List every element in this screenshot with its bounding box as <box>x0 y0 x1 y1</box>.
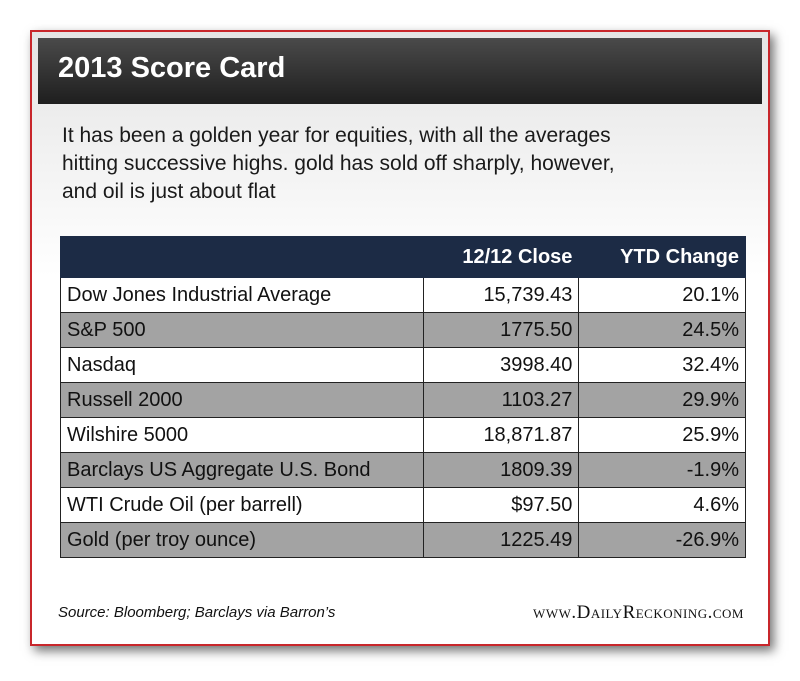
table-row: S&P 500 1775.50 24.5% <box>60 312 746 348</box>
table-row: Russell 2000 1103.27 29.9% <box>60 382 746 418</box>
cell: 32.4% <box>578 347 746 383</box>
row-label: Barclays US Aggregate U.S. Bond <box>60 452 424 488</box>
cell: 1225.49 <box>422 522 580 558</box>
cell: 1775.50 <box>422 312 580 348</box>
cell: 15,739.43 <box>422 277 580 313</box>
cell: 1103.27 <box>422 382 580 418</box>
table-row: Dow Jones Industrial Average 15,739.43 20.… <box>60 277 746 313</box>
header-row: 12/12 Close YTD Change <box>60 236 746 278</box>
row-label: Nasdaq <box>60 347 424 383</box>
table-row: Barclays US Aggregate U.S. Bond 1809.39 -1… <box>60 452 746 488</box>
score-table: 12/12 Close YTD Change Dow Jones Industri… <box>60 236 746 558</box>
cell: 3998.40 <box>422 347 580 383</box>
cell: -1.9% <box>578 452 746 488</box>
cell: 4.6% <box>578 487 746 523</box>
table-row: Gold (per troy ounce) 1225.49 -26.9% <box>60 522 746 558</box>
intro-text: It has been a golden year for equities, … <box>62 124 615 203</box>
cell: 25.9% <box>578 417 746 453</box>
cell: 18,871.87 <box>422 417 580 453</box>
cell: 20.1% <box>578 277 746 313</box>
row-label: WTI Crude Oil (per barrell) <box>60 487 424 523</box>
table-row: Wilshire 5000 18,871.87 25.9% <box>60 417 746 453</box>
cell: 29.9% <box>578 382 746 418</box>
cell: $97.50 <box>422 487 580 523</box>
row-label: Russell 2000 <box>60 382 424 418</box>
column-header: YTD Change <box>578 236 746 278</box>
column-header: 12/12 Close <box>422 236 580 278</box>
title: 2013 Score Card <box>58 52 286 84</box>
cell: -26.9% <box>578 522 746 558</box>
website: www.DailyReckoning.com <box>533 602 744 623</box>
cell: 1809.39 <box>422 452 580 488</box>
table-row: WTI Crude Oil (per barrell) $97.50 4.6% <box>60 487 746 523</box>
header-bar: 2013 Score Card <box>38 38 762 104</box>
cell: 24.5% <box>578 312 746 348</box>
header-cell <box>60 236 424 278</box>
table-body: Dow Jones Industrial Average 15,739.43 20.… <box>60 277 746 558</box>
row-label: S&P 500 <box>60 312 424 348</box>
row-label: Wilshire 5000 <box>60 417 424 453</box>
score-card: 2013 Score Card It has been a golden yea… <box>30 30 770 646</box>
source-note: Source: Bloomberg; Barclays via Barron’s <box>58 604 336 621</box>
row-label: Dow Jones Industrial Average <box>60 277 424 313</box>
table-row: Nasdaq 3998.40 32.4% <box>60 347 746 383</box>
row-label: Gold (per troy ounce) <box>60 522 424 558</box>
